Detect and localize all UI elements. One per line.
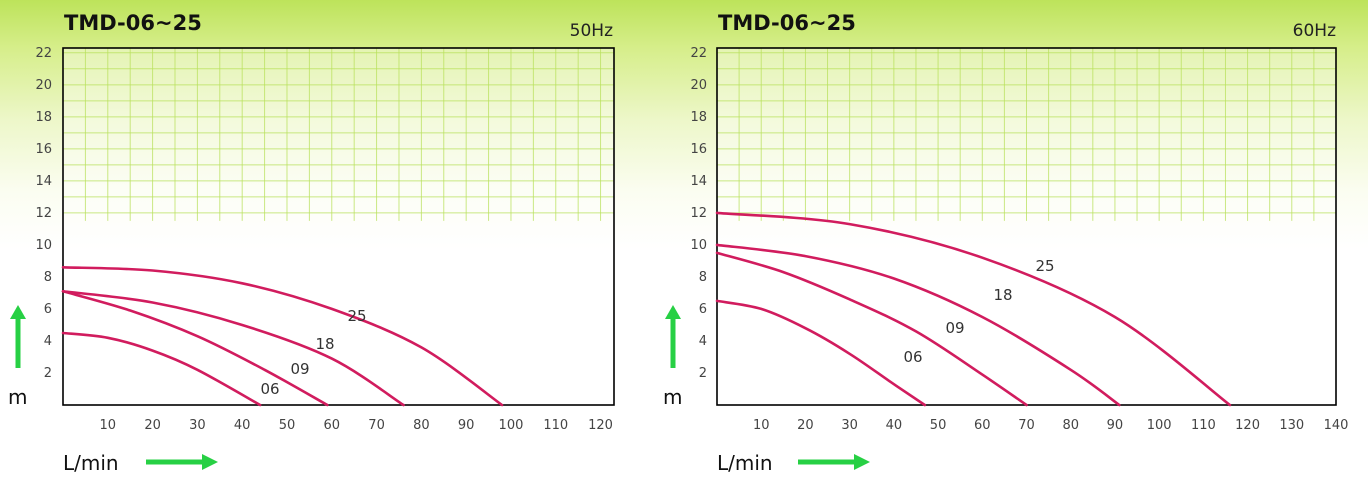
curve-09 bbox=[715, 251, 1028, 407]
y-tick-label: 6 bbox=[44, 302, 52, 317]
y-tick-label: 18 bbox=[35, 110, 52, 125]
x-tick-label: 140 bbox=[1324, 418, 1349, 433]
y-tick-label: 12 bbox=[690, 206, 707, 221]
curve-label-09: 09 bbox=[290, 360, 309, 378]
y-tick-label: 10 bbox=[35, 238, 52, 253]
x-tick-label: 90 bbox=[458, 418, 475, 433]
curve-label-25: 25 bbox=[347, 307, 366, 325]
curve-label-06: 06 bbox=[903, 348, 922, 366]
up-arrow-head bbox=[665, 305, 681, 319]
y-tick-label: 22 bbox=[690, 46, 707, 61]
x-tick-label: 10 bbox=[100, 418, 117, 433]
green-up-arrow-icon bbox=[665, 305, 681, 368]
x-tick-label: 80 bbox=[1062, 418, 1079, 433]
y-tick-label: 18 bbox=[690, 110, 707, 125]
x-tick-label: 30 bbox=[841, 418, 858, 433]
curve-18 bbox=[715, 243, 1121, 407]
x-tick-label: 120 bbox=[588, 418, 613, 433]
x-tick-label: 100 bbox=[499, 418, 524, 433]
curve-label-09: 09 bbox=[945, 319, 964, 337]
y-tick-label: 14 bbox=[35, 174, 52, 189]
y-tick-label: 6 bbox=[699, 302, 707, 317]
green-right-arrow-icon bbox=[798, 454, 870, 470]
curve-label-25: 25 bbox=[1035, 257, 1054, 275]
x-tick-label: 110 bbox=[543, 418, 568, 433]
x-tick-label: 30 bbox=[189, 418, 206, 433]
y-tick-label: 8 bbox=[44, 270, 52, 285]
y-tick-label: 4 bbox=[699, 334, 707, 349]
plot-frame bbox=[62, 47, 615, 406]
chart-panel-2: TMD-06~25 60Hz 2 4 6 8 10 12 14 16 18 20 22 10 20 30 40 5… bbox=[663, 11, 1348, 475]
x-tick-label: 20 bbox=[797, 418, 814, 433]
curve-09 bbox=[61, 290, 329, 407]
x-tick-label: 50 bbox=[930, 418, 947, 433]
y-tick-label: 14 bbox=[690, 174, 707, 189]
y-tick-label: 12 bbox=[35, 206, 52, 221]
chart-title: TMD-06~25 bbox=[64, 11, 202, 35]
curve-06 bbox=[715, 299, 927, 407]
curve-25 bbox=[715, 211, 1232, 407]
frequency-label: 50Hz bbox=[570, 21, 613, 41]
y-tick-label: 20 bbox=[690, 78, 707, 93]
x-tick-label: 10 bbox=[753, 418, 770, 433]
x-tick-label: 70 bbox=[1018, 418, 1035, 433]
x-tick-label: 60 bbox=[974, 418, 991, 433]
x-tick-label: 130 bbox=[1279, 418, 1304, 433]
y-tick-label: 8 bbox=[699, 270, 707, 285]
plot-area bbox=[63, 48, 614, 405]
x-tick-label: 90 bbox=[1107, 418, 1124, 433]
green-right-arrow-icon bbox=[146, 454, 218, 470]
x-tick-label: 20 bbox=[144, 418, 161, 433]
y-tick-label: 22 bbox=[35, 46, 52, 61]
curve-06 bbox=[61, 331, 262, 407]
up-arrow-head bbox=[10, 305, 26, 319]
y-tick-label: 16 bbox=[35, 142, 52, 157]
curve-label-06: 06 bbox=[260, 380, 279, 398]
y-tick-label: 16 bbox=[690, 142, 707, 157]
frequency-label: 60Hz bbox=[1293, 21, 1336, 41]
y-tick-label: 10 bbox=[690, 238, 707, 253]
y-axis-label: m bbox=[8, 385, 27, 409]
right-arrow-head bbox=[854, 454, 870, 470]
x-tick-label: 120 bbox=[1235, 418, 1260, 433]
x-tick-label: 60 bbox=[324, 418, 341, 433]
x-tick-label: 110 bbox=[1191, 418, 1216, 433]
y-tick-label: 2 bbox=[44, 366, 52, 381]
curve-25 bbox=[61, 266, 504, 407]
x-axis-label: L/min bbox=[717, 451, 773, 475]
chart-panel-1: TMD-06~25 50Hz 2 4 6 8 10 12 14 16 18 20 22 10 20 30 40 5… bbox=[8, 11, 615, 475]
y-tick-label: 4 bbox=[44, 334, 52, 349]
x-tick-label: 50 bbox=[279, 418, 296, 433]
curve-18 bbox=[61, 290, 405, 407]
x-tick-label: 80 bbox=[413, 418, 430, 433]
curve-label-18: 18 bbox=[315, 335, 334, 353]
green-up-arrow-icon bbox=[10, 305, 26, 368]
y-axis-label: m bbox=[663, 385, 682, 409]
x-tick-label: 70 bbox=[368, 418, 385, 433]
y-tick-label: 2 bbox=[699, 366, 707, 381]
x-axis-label: L/min bbox=[63, 451, 119, 475]
x-tick-label: 40 bbox=[234, 418, 251, 433]
right-arrow-head bbox=[202, 454, 218, 470]
curve-label-18: 18 bbox=[993, 286, 1012, 304]
x-tick-label: 100 bbox=[1147, 418, 1172, 433]
chart-title: TMD-06~25 bbox=[718, 11, 856, 35]
x-tick-label: 40 bbox=[886, 418, 903, 433]
y-tick-label: 20 bbox=[35, 78, 52, 93]
